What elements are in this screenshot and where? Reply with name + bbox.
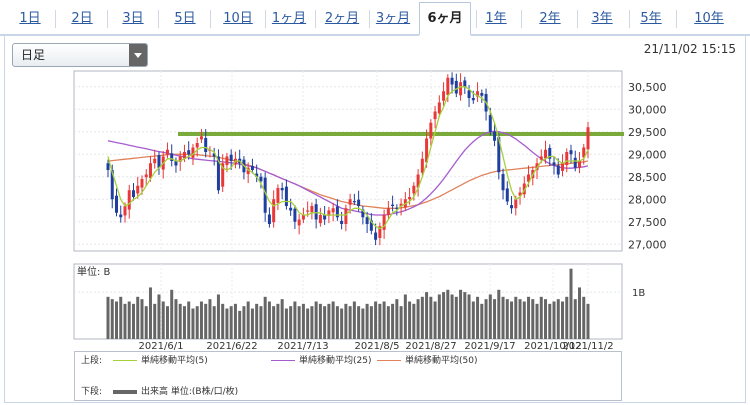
period-tabbar: 1日 2日 3日 5日 10日 1ヶ月 2ヶ月 3ヶ月 6ヶ月 1年 2年 3年 5年 10年 [0, 0, 750, 36]
legend-volume: 出来高 単位:(B株/口/枚) [113, 385, 238, 399]
tab-1[interactable]: 2日 [71, 11, 93, 26]
tab-separator [265, 10, 266, 28]
tab-10[interactable]: 2年 [539, 11, 561, 26]
legend-sma5: 単純移動平均(5) [113, 354, 208, 368]
tab-separator [369, 10, 370, 28]
legend-sma25: 単純移動平均(25) [271, 354, 371, 368]
tab-9[interactable]: 1年 [485, 11, 507, 26]
tab-separator [476, 10, 477, 28]
tab-6[interactable]: 2ヶ月 [324, 11, 360, 26]
tab-separator [629, 10, 630, 28]
tab-0[interactable]: 1日 [19, 11, 41, 26]
tab-separator [521, 10, 522, 28]
tab-8[interactable]: 6ヶ月 [419, 2, 471, 36]
tab-7[interactable]: 3ヶ月 [375, 11, 411, 26]
tab-2[interactable]: 3日 [122, 11, 144, 26]
chart-panel [4, 36, 746, 403]
tab-4[interactable]: 10日 [223, 11, 253, 26]
tab-13[interactable]: 10年 [694, 11, 724, 26]
tab-11[interactable]: 3年 [591, 11, 613, 26]
tab-3[interactable]: 5日 [174, 11, 196, 26]
tab-separator [55, 10, 56, 28]
timestamp: 21/11/02 15:15 [643, 42, 736, 56]
interval-select-value: 日足 [21, 48, 46, 62]
legend-sma50: 単純移動平均(50) [377, 354, 477, 368]
tab-separator [210, 10, 211, 28]
chevron-down-icon[interactable] [129, 44, 147, 66]
tab-separator [676, 10, 677, 28]
tab-12[interactable]: 5年 [640, 11, 662, 26]
legend-lower-label: 下段: [81, 387, 103, 397]
legend-upper-label: 上段: [81, 356, 103, 366]
tab-separator [158, 10, 159, 28]
tab-separator [107, 10, 108, 28]
tab-separator [577, 10, 578, 28]
chart-legend: 上段: 単純移動平均(5) 単純移動平均(25) 単純移動平均(50) 下段: … [74, 351, 622, 401]
interval-select[interactable]: 日足 [12, 43, 148, 67]
tab-5[interactable]: 1ヶ月 [271, 11, 307, 26]
tab-separator [315, 10, 316, 28]
